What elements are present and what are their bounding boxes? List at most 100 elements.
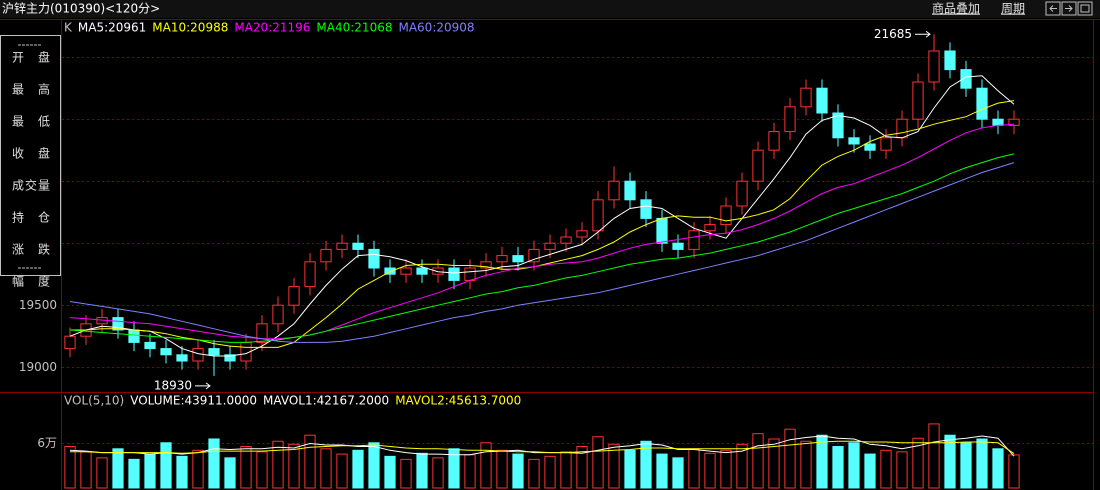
candle-body	[976, 87, 988, 120]
candle-body	[784, 106, 796, 133]
volume-bar	[176, 455, 188, 489]
volume-bar	[624, 449, 636, 489]
k-label: K	[64, 21, 73, 35]
candle-body	[672, 242, 684, 250]
volume-bar	[272, 440, 284, 489]
candle-body	[496, 255, 508, 263]
candle-body	[224, 354, 236, 362]
volume-bar	[80, 451, 92, 489]
candle-body	[624, 180, 636, 201]
volume-bar	[960, 442, 972, 489]
candle-body	[64, 335, 76, 350]
nav-reset[interactable]	[1077, 1, 1093, 16]
volume-bar	[416, 452, 428, 489]
mavol-line	[70, 440, 1015, 455]
candle-body	[896, 118, 908, 139]
volume-bar	[992, 448, 1004, 489]
volume-bar	[976, 438, 988, 489]
volume-bar	[720, 449, 732, 489]
min-arrow	[195, 382, 211, 390]
candle-body	[736, 180, 748, 207]
volume-bar	[368, 442, 380, 489]
volume-bar	[224, 457, 236, 489]
volume-bar	[384, 455, 396, 489]
candle-body	[768, 131, 780, 151]
volume-bar	[592, 436, 604, 489]
overlay-button[interactable]: 商品叠加	[932, 1, 980, 16]
candle-body	[992, 118, 1004, 126]
candle-body	[128, 329, 140, 343]
info-label: 成交量	[12, 178, 50, 193]
volume-bar	[848, 442, 860, 489]
volume-bar	[544, 455, 556, 489]
volume-bar	[576, 446, 588, 489]
volume-bar	[496, 449, 508, 489]
volume-bar	[64, 446, 76, 489]
candle-body	[544, 242, 556, 250]
volume-bar	[688, 448, 700, 489]
candle-body	[176, 354, 188, 362]
candle-body	[656, 217, 668, 244]
plot-area: 1900019500200002050021000215006万21685189…	[0, 21, 1093, 489]
candle-body	[928, 50, 940, 83]
volume-bar	[144, 453, 156, 489]
title-bar	[0, 0, 1100, 18]
volume-bar	[528, 458, 540, 489]
volume-bar	[672, 457, 684, 489]
volume-bar	[768, 438, 780, 489]
period-button[interactable]: 周期	[1001, 2, 1025, 16]
candle-body	[432, 267, 444, 275]
candle-body	[608, 180, 620, 201]
candle-body	[480, 261, 492, 269]
candle-body	[464, 267, 476, 281]
candle-body	[400, 267, 412, 275]
volume-bar	[1008, 454, 1020, 489]
volume-legend-entry: MAVOL1:42167.2000	[263, 394, 389, 408]
nav-right[interactable]	[1061, 1, 1077, 16]
candle-body	[528, 248, 540, 263]
candle-body	[288, 286, 300, 306]
candle-body	[256, 323, 268, 343]
candle-body	[352, 242, 364, 250]
volume-bar	[800, 440, 812, 489]
volume-bar	[608, 443, 620, 489]
volume-bar	[240, 446, 252, 489]
legend-entry: MA10:20988	[152, 21, 228, 35]
candle-body	[576, 230, 588, 238]
volume-bar	[288, 443, 300, 489]
volume-bar	[704, 452, 716, 489]
candle-body	[800, 87, 812, 108]
volume-legend-entry: MAVOL2:45613.7000	[395, 394, 521, 408]
y-tick-label: 19500	[19, 298, 57, 312]
candle-body	[448, 267, 460, 281]
candle-body	[336, 242, 348, 250]
volume-bar	[432, 457, 444, 489]
candle-body	[944, 50, 956, 71]
volume-bar	[464, 454, 476, 489]
candle-body	[688, 230, 700, 250]
candle-body	[384, 267, 396, 275]
volume-legend-entry: VOLUME:43911.0000	[130, 394, 257, 408]
candle-body	[640, 199, 652, 219]
volume-tick-label: 6万	[37, 436, 57, 450]
volume-bar	[320, 448, 332, 489]
y-tick-label: 19000	[19, 360, 57, 374]
min-annotation: 18930	[154, 378, 192, 392]
volume-bar	[864, 453, 876, 489]
ma-line	[69, 162, 1015, 343]
candle-body	[912, 81, 924, 120]
candle-body	[752, 149, 764, 182]
volume-bar	[256, 451, 268, 489]
candle-body	[592, 199, 604, 232]
nav-icons	[1045, 1, 1093, 16]
volume-bar	[304, 434, 316, 489]
volume-bar	[656, 453, 668, 489]
ma-line	[69, 153, 1015, 343]
nav-left[interactable]	[1045, 1, 1061, 16]
candle-body	[368, 248, 380, 269]
volume-bar	[512, 453, 524, 489]
candle-body	[816, 87, 828, 114]
volume-bar	[816, 434, 828, 489]
volume-bar	[912, 437, 924, 489]
candle-body	[208, 348, 220, 356]
